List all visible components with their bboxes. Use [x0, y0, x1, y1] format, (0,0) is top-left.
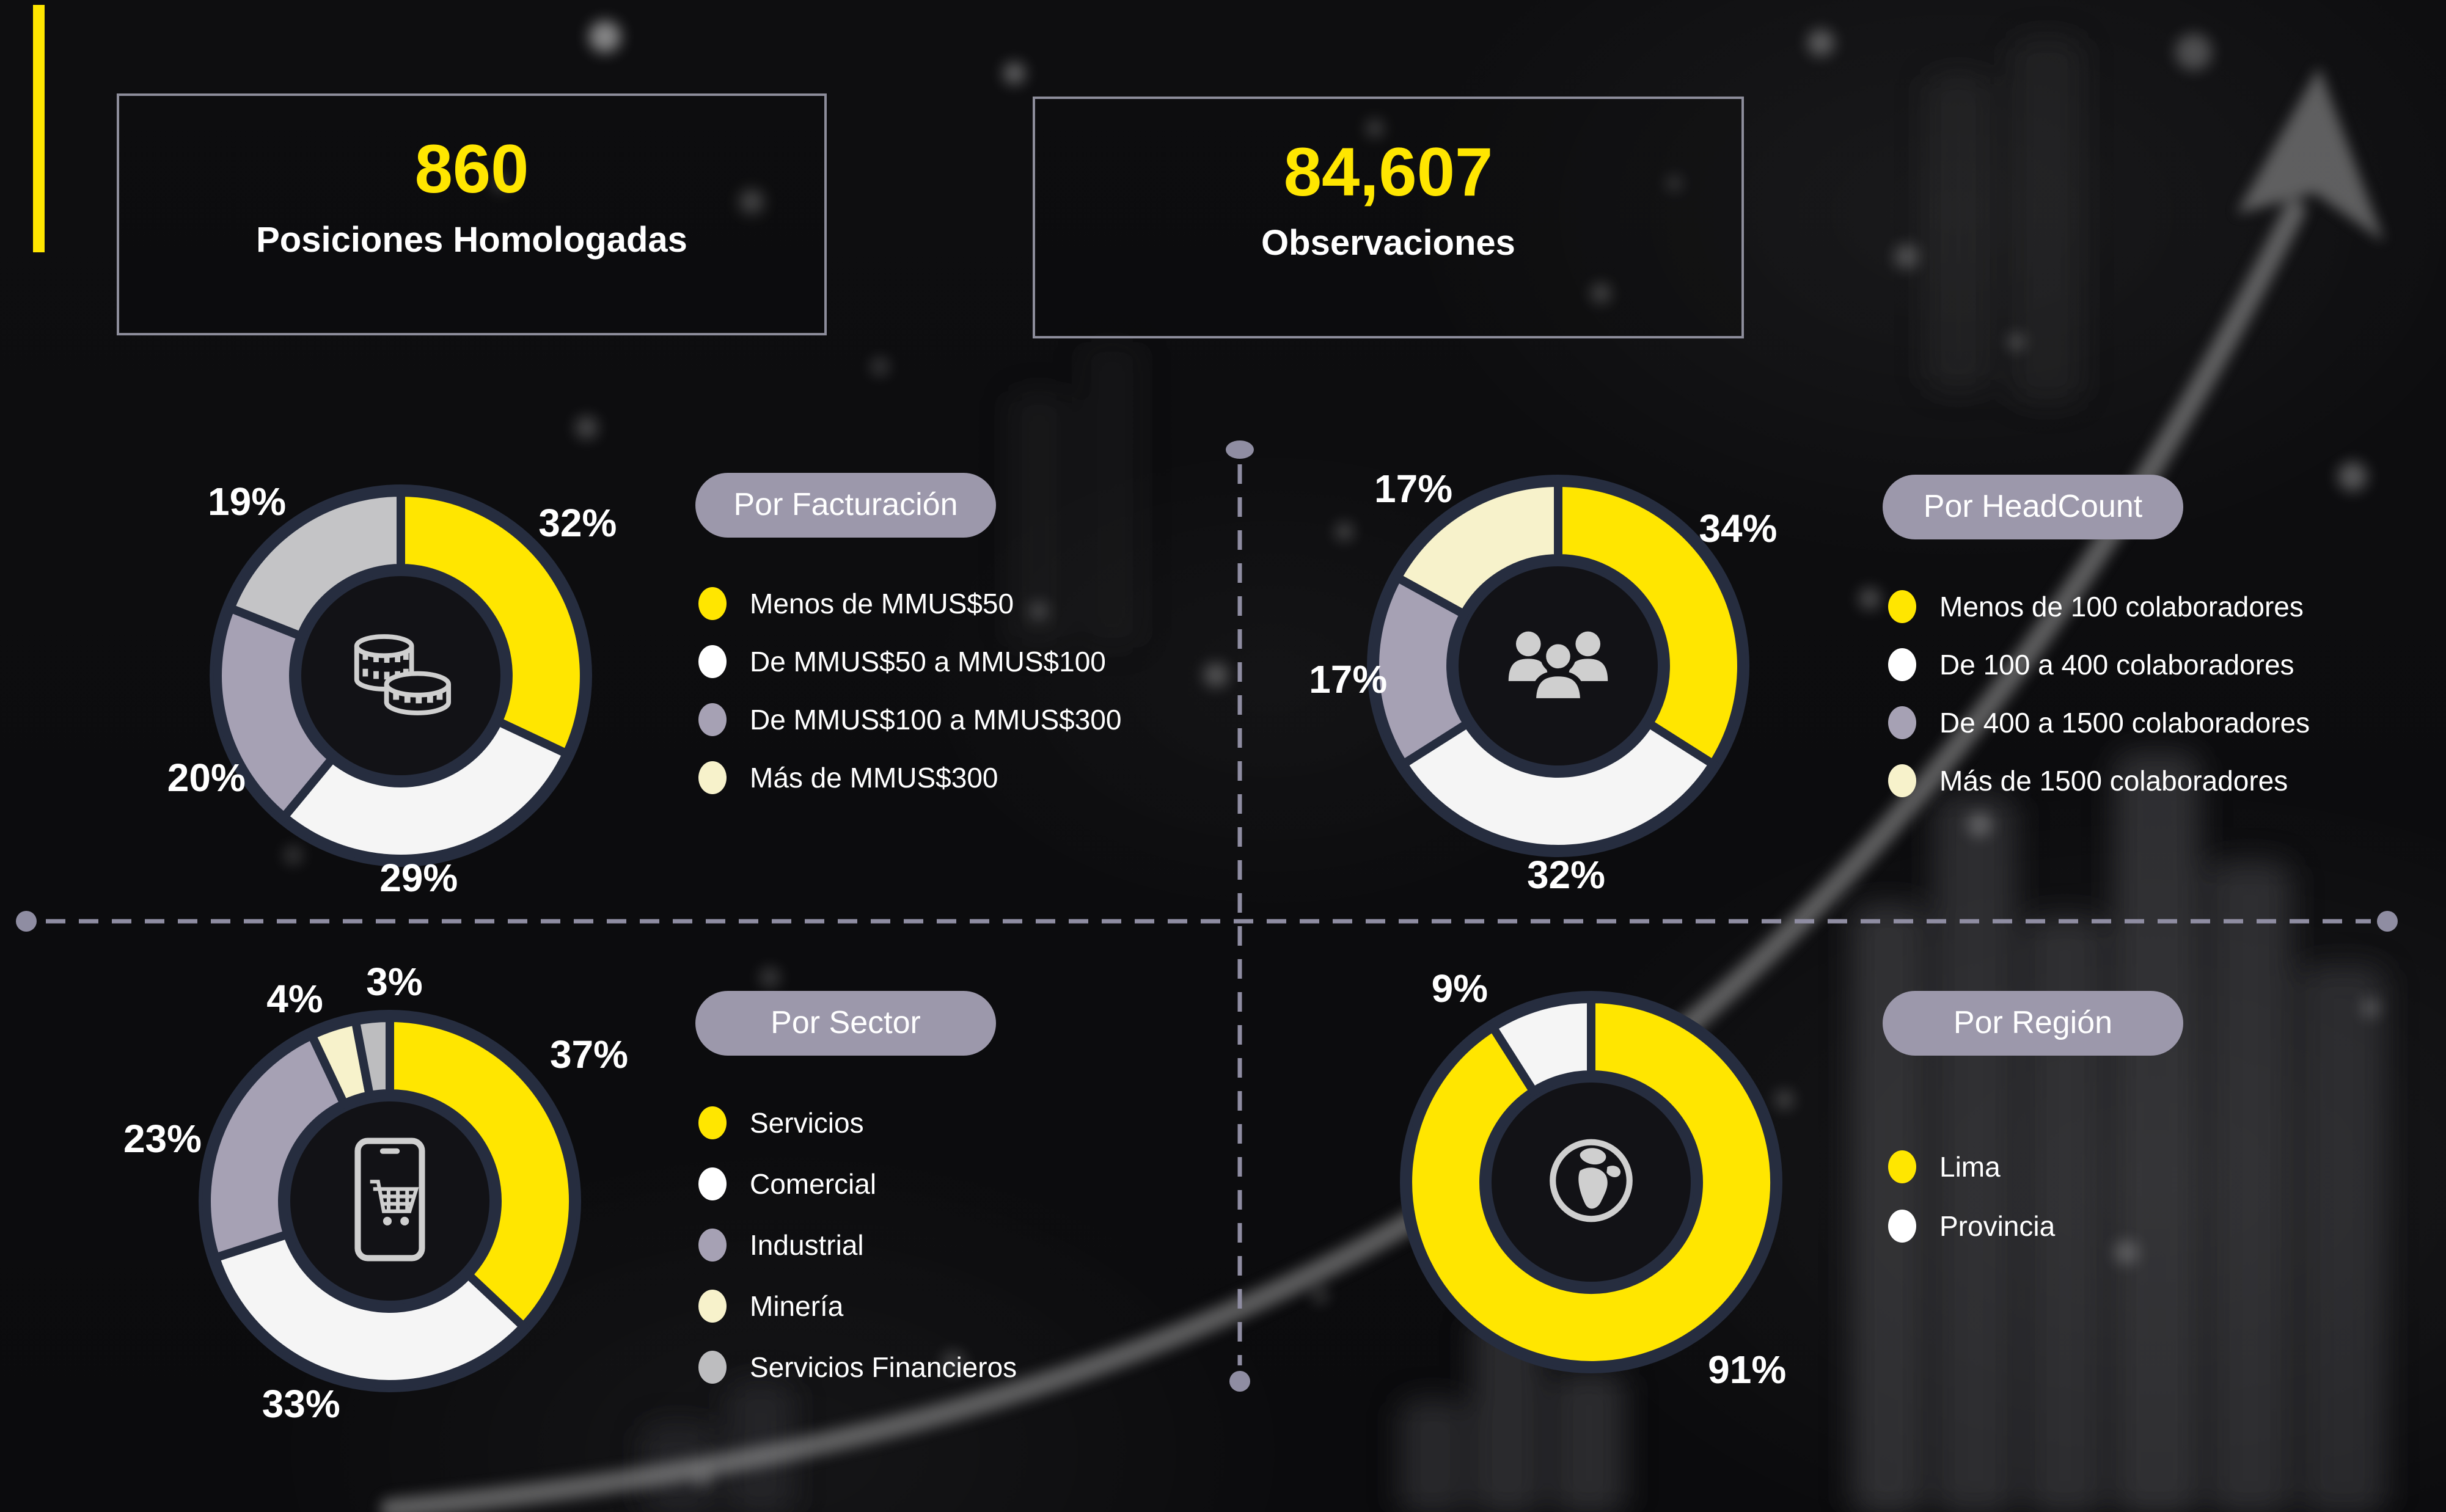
legend-dot: [698, 1290, 727, 1323]
accent-bar: [33, 5, 45, 252]
donut-slice: [1554, 478, 1746, 770]
legend-label: Minería: [750, 1290, 844, 1322]
donut-slice: [350, 1013, 394, 1101]
chart-title-pill-headcount: Por HeadCount: [1883, 475, 2183, 539]
legend-dot: [698, 645, 727, 678]
legend-label: Provincia: [1939, 1210, 2056, 1242]
chart-title-pill-sector: Por Sector: [695, 991, 996, 1056]
donut-slice: [277, 715, 573, 863]
legend-dot: [698, 1351, 727, 1384]
legend-item: Minería: [698, 1287, 843, 1326]
chart-title-pill-region: Por Región: [1883, 991, 2183, 1056]
legend-label: Servicios Financieros: [750, 1351, 1017, 1383]
legend-label: De MMUS$50 a MMUS$100: [750, 646, 1106, 677]
legend-item: De 100 a 400 colaboradores: [1888, 645, 2294, 684]
legend-dot: [698, 1106, 727, 1139]
stat-value-posiciones: 860: [414, 131, 529, 207]
stat-value-observaciones: 84,607: [1283, 134, 1493, 210]
donut-slice: [1404, 994, 1779, 1370]
donut-slice: [397, 488, 588, 760]
slice-percent-label: 91%: [1708, 1348, 1787, 1392]
stat-label-observaciones: Observaciones: [1261, 223, 1515, 263]
legend-label: Servicios: [750, 1107, 864, 1139]
stat-label-posiciones: Posiciones Homologadas: [256, 220, 687, 260]
slice-percent-label: 29%: [379, 855, 458, 900]
legend-item: Comercial: [698, 1164, 876, 1203]
donut-slice: [1371, 571, 1474, 770]
legend-item: De MMUS$100 a MMUS$300: [698, 700, 1121, 739]
legend-label: Más de MMUS$300: [750, 762, 998, 794]
legend-label: De MMUS$100 a MMUS$300: [750, 704, 1122, 736]
divider-end-dot: [16, 911, 37, 932]
legend-item: Menos de 100 colaboradores: [1888, 587, 2304, 626]
donut-sector: [199, 1010, 581, 1392]
legend-dot: [698, 1167, 727, 1200]
legend-label: Industrial: [750, 1229, 864, 1261]
legend-label: Comercial: [750, 1168, 877, 1200]
legend-dot: [698, 587, 727, 620]
stat-box-posiciones: 860 Posiciones Homologadas: [117, 93, 827, 335]
legend-item: Menos de MMUS$50: [698, 584, 1014, 623]
slice-percent-label: 34%: [1699, 506, 1778, 551]
legend-label: De 400 a 1500 colaboradores: [1939, 707, 2310, 739]
slice-percent-label: 9%: [1431, 966, 1488, 1010]
slice-percent-label: 17%: [1374, 466, 1453, 511]
donut-slice: [1487, 994, 1595, 1098]
legend-dot: [698, 703, 727, 736]
slice-percent-label: 17%: [1309, 657, 1388, 701]
slice-percent-label: 37%: [549, 1032, 629, 1077]
donut-region: [1400, 991, 1782, 1373]
slice-percent-label: 19%: [208, 480, 287, 524]
legend-dot: [1888, 1150, 1916, 1183]
donut-slice: [213, 602, 339, 824]
legend-dot: [1888, 706, 1916, 739]
legend-item: Más de MMUS$300: [698, 758, 998, 797]
legend-item: De 400 a 1500 colaboradores: [1888, 703, 2310, 742]
legend-item: Servicios: [698, 1103, 864, 1142]
legend-dot: [698, 761, 727, 794]
slice-percent-label: 20%: [167, 755, 246, 800]
divider-end-dot: [1226, 440, 1254, 459]
donut-slice: [210, 1229, 530, 1389]
slice-percent-label: 32%: [1526, 853, 1606, 897]
legend-label: Menos de MMUS$50: [750, 588, 1014, 619]
legend-label: Lima: [1939, 1151, 2001, 1183]
legend-dot: [1888, 764, 1916, 797]
chart-title-pill-facturacion: Por Facturación: [695, 473, 996, 538]
legend-item: Lima: [1888, 1147, 2001, 1186]
slice-percent-label: 23%: [123, 1117, 202, 1161]
legend-item: Servicios Financieros: [698, 1348, 1017, 1387]
donut-slice: [1391, 478, 1562, 620]
legend-dot: [1888, 648, 1916, 681]
legend-dot: [698, 1229, 727, 1262]
legend-item: Industrial: [698, 1225, 864, 1265]
legend-dot: [1888, 590, 1916, 623]
slice-percent-label: 4%: [266, 977, 323, 1021]
legend-label: Menos de 100 colaboradores: [1939, 591, 2304, 623]
donut-slice: [1397, 717, 1719, 853]
divider-end-dot: [2377, 911, 2398, 932]
legend-item: De MMUS$50 a MMUS$100: [698, 642, 1106, 681]
legend-item: Más de 1500 colaboradores: [1888, 761, 2288, 800]
divider-end-dot: [1229, 1371, 1250, 1392]
slice-percent-label: 3%: [366, 959, 423, 1004]
legend-label: De 100 a 400 colaboradores: [1939, 649, 2294, 681]
legend-item: Provincia: [1888, 1207, 2055, 1246]
legend-dot: [1888, 1210, 1916, 1243]
donut-slice: [225, 488, 405, 642]
legend-label: Más de 1500 colaboradores: [1939, 765, 2288, 797]
donut-slice: [202, 1029, 350, 1263]
stat-box-observaciones: 84,607 Observaciones: [1033, 97, 1744, 338]
donut-slice: [386, 1013, 578, 1333]
slice-percent-label: 33%: [262, 1381, 340, 1426]
slice-percent-label: 32%: [538, 500, 617, 545]
